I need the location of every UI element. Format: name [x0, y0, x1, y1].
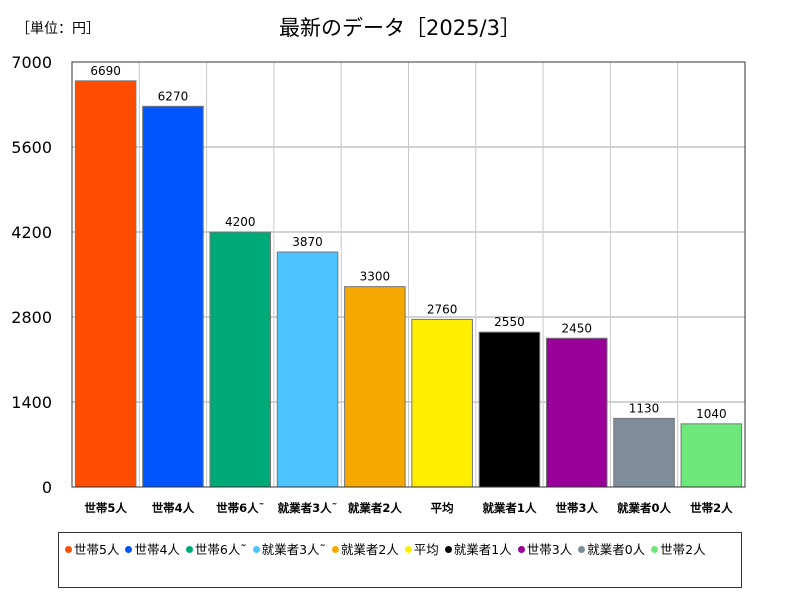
bar: [142, 105, 204, 488]
y-tick-label: 0: [42, 478, 52, 497]
data-label: 1130: [629, 401, 660, 415]
legend-item: 就業者1人: [444, 539, 512, 560]
legend-marker: [185, 546, 193, 553]
legend-item: 就業者0人: [578, 539, 645, 560]
legend-label: 世帯6人˜: [194, 542, 247, 557]
legend-marker: [651, 546, 659, 553]
legend-marker: [578, 546, 586, 553]
legend-item: 平均: [404, 539, 439, 560]
legend-item: 世帯3人: [517, 539, 573, 560]
bar: [680, 423, 743, 488]
legend-label: 世帯3人: [526, 542, 573, 557]
bar: [613, 417, 675, 488]
x-tick-label: 世帯4人: [152, 501, 195, 515]
legend-marker: [331, 546, 339, 553]
legend-item: 世帯4人: [125, 539, 180, 560]
legend-marker: [517, 546, 525, 553]
x-tick-label: 就業者0人: [617, 501, 672, 515]
x-tick-label: 就業者1人: [482, 501, 537, 515]
legend-label: 世帯5人: [74, 542, 120, 557]
x-tick-label: 世帯6人˜: [216, 501, 264, 515]
data-label: 2450: [561, 321, 592, 335]
legend-marker: [444, 546, 452, 553]
unit-label: ［単位：円］: [16, 21, 100, 37]
legend-marker: [252, 546, 260, 553]
bar: [411, 318, 473, 488]
data-label: 4200: [225, 215, 256, 229]
y-tick-label: 1400: [11, 393, 52, 412]
bar-chart: 0 1400 2800 4200 5600 7000 6690 世帯5人 6270 世帯4人 420…: [11, 53, 746, 515]
y-tick-label: 7000: [11, 53, 52, 72]
data-label: 6690: [90, 64, 121, 78]
legend-item: 就業者2人: [331, 539, 399, 560]
data-label: 2550: [494, 315, 525, 329]
bar: [74, 80, 137, 488]
legend-item: 世帯2人: [651, 539, 706, 560]
bar: [478, 331, 541, 488]
legend-label: 就業者3人˜: [261, 542, 326, 557]
legend-item: 世帯6人˜: [185, 539, 247, 560]
chart-title: 最新のデータ［2025/3］: [279, 16, 521, 40]
legend-marker: [125, 546, 133, 553]
y-tick-label: 5600: [11, 138, 52, 157]
legend-label: 世帯4人: [134, 542, 180, 557]
legend-label: 世帯2人: [660, 542, 706, 557]
data-label: 6270: [158, 89, 189, 103]
data-label: 3300: [360, 270, 391, 284]
bar: [209, 231, 272, 488]
legend-marker: [404, 546, 412, 553]
data-label: 1040: [696, 407, 727, 421]
legend-label: 就業者0人: [587, 542, 646, 557]
legend-item: 世帯5人: [65, 539, 119, 560]
legend-marker: [65, 546, 72, 553]
x-tick-label: 就業者3人˜: [278, 501, 338, 515]
legend-label: 就業者2人: [340, 542, 399, 557]
x-tick-label: 就業者2人: [348, 501, 403, 515]
x-tick-label: 世帯2人: [690, 501, 733, 515]
y-tick-label: 4200: [11, 223, 52, 242]
plot-frame: [71, 61, 746, 488]
legend-label: 就業者1人: [453, 542, 512, 557]
bar: [545, 337, 608, 488]
legend-item: 就業者3人˜: [252, 539, 326, 560]
x-tick-label: 世帯5人: [84, 501, 127, 515]
x-tick-label: 平均: [431, 501, 454, 515]
data-label: 3870: [292, 235, 323, 249]
legend: 世帯5人 世帯4人 世帯6人˜ 就業者3人˜ 就業者2人 平均 就業者1人 世帯3人 就業者0人…: [58, 532, 742, 588]
legend-label: 平均: [413, 542, 439, 557]
y-tick-label: 2800: [11, 308, 52, 327]
bar: [344, 286, 406, 488]
data-label: 2760: [427, 302, 458, 316]
x-tick-label: 世帯3人: [555, 501, 598, 515]
bar: [276, 251, 339, 488]
